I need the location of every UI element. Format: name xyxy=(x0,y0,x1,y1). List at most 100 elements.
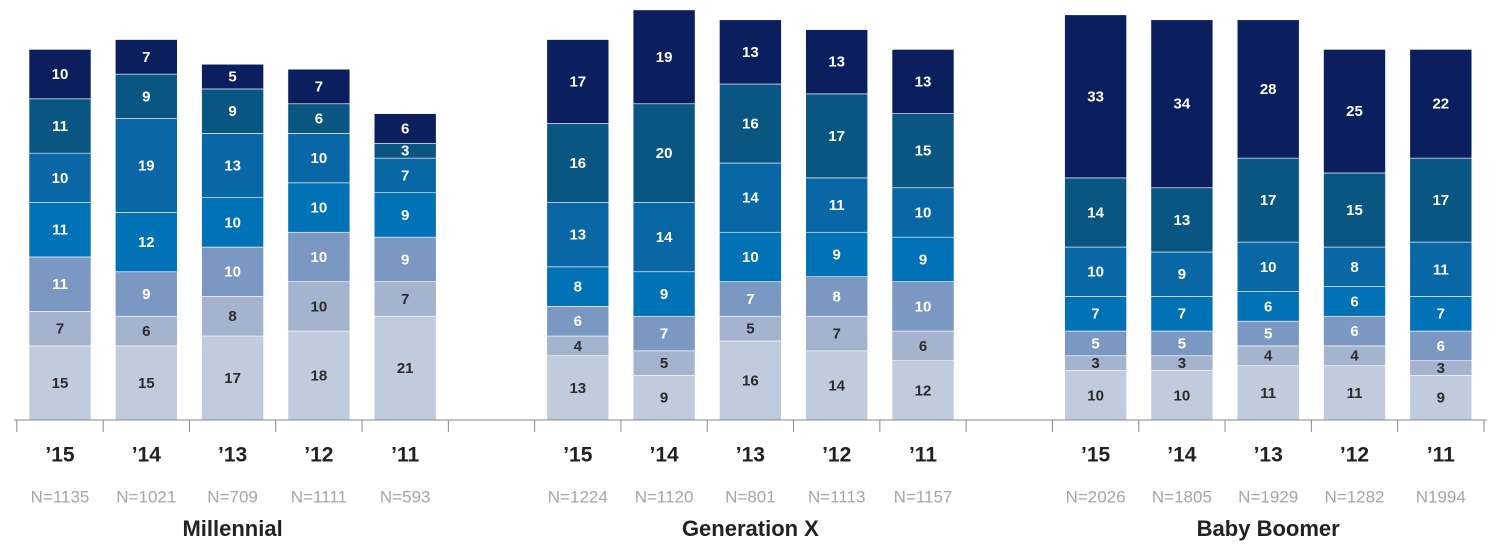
data-label: 6 xyxy=(574,313,582,330)
bar-segment xyxy=(28,152,92,203)
data-label: 13 xyxy=(915,73,932,90)
data-label: 10 xyxy=(52,66,69,83)
data-label: 7 xyxy=(142,49,150,66)
bar-segment xyxy=(1236,320,1300,347)
bar-segment xyxy=(632,271,696,317)
data-label: 14 xyxy=(656,229,673,246)
bar-segment xyxy=(1236,19,1300,159)
data-label: 4 xyxy=(1264,348,1273,365)
data-label: 8 xyxy=(228,308,236,325)
data-label: 33 xyxy=(1087,88,1104,105)
data-label: 19 xyxy=(138,157,155,174)
data-label: 7 xyxy=(833,325,841,342)
data-label: 10 xyxy=(1260,259,1277,276)
bar-segment xyxy=(115,39,178,75)
data-label: 17 xyxy=(1260,192,1277,209)
bar-segment xyxy=(1323,246,1386,287)
bar-segment xyxy=(632,375,696,421)
x-tick-label: ’14 xyxy=(1167,444,1197,467)
data-label: 5 xyxy=(1178,335,1186,352)
data-label: 8 xyxy=(833,288,841,305)
data-label: 7 xyxy=(660,325,668,342)
bar-segment xyxy=(1236,157,1300,243)
data-label: 9 xyxy=(228,103,236,120)
data-label: 7 xyxy=(56,321,64,338)
data-label: 4 xyxy=(1350,348,1359,365)
bar-segment xyxy=(28,310,92,347)
data-label: 9 xyxy=(142,286,150,303)
data-label: 17 xyxy=(828,128,845,145)
data-label: 10 xyxy=(224,214,241,231)
bar-segment xyxy=(719,19,782,85)
bar-segment xyxy=(719,281,782,317)
data-label: 10 xyxy=(1087,387,1104,404)
data-label: 5 xyxy=(660,355,668,372)
x-tick-label: ’11 xyxy=(391,444,419,467)
bar-segment xyxy=(373,113,437,144)
bar-segment xyxy=(201,133,264,198)
data-label: 18 xyxy=(311,367,328,384)
data-label: 11 xyxy=(1260,385,1276,402)
data-label: 9 xyxy=(919,251,927,268)
data-label: 16 xyxy=(742,115,759,132)
bar-segment xyxy=(287,68,351,105)
data-label: 3 xyxy=(1178,355,1186,372)
data-label: 12 xyxy=(138,234,155,251)
data-label: 6 xyxy=(1437,338,1445,355)
bar-segment xyxy=(28,345,92,421)
n-label: N=1282 xyxy=(1324,487,1384,506)
bar-segment xyxy=(373,281,437,317)
data-label: 10 xyxy=(311,199,328,216)
data-label: 11 xyxy=(52,222,68,239)
data-label: 8 xyxy=(1350,259,1358,276)
bar-segment xyxy=(805,231,869,278)
bar-segment xyxy=(1323,286,1386,317)
n-label: N=593 xyxy=(380,487,431,506)
data-label: 17 xyxy=(569,73,586,90)
data-label: 5 xyxy=(746,321,754,338)
n-label: N=1157 xyxy=(894,487,953,506)
data-label: 11 xyxy=(829,197,845,214)
group-label: Generation X xyxy=(682,516,819,541)
data-label: 8 xyxy=(574,279,582,296)
data-label: 13 xyxy=(1174,212,1191,229)
x-tick-label: ’13 xyxy=(218,444,247,467)
data-label: 10 xyxy=(311,249,328,266)
data-label: 14 xyxy=(1087,204,1104,221)
bar-segment xyxy=(1236,365,1300,421)
bar-segment xyxy=(891,281,955,332)
bar-segment xyxy=(805,29,869,95)
bar-segment xyxy=(201,88,264,134)
x-tick-label: ’14 xyxy=(132,444,162,467)
data-label: 9 xyxy=(401,251,409,268)
bar-segment xyxy=(632,9,696,105)
data-label: 13 xyxy=(224,157,241,174)
bar-segment xyxy=(1409,241,1473,297)
bar-segment xyxy=(1323,49,1386,174)
x-tick-label: ’14 xyxy=(649,444,679,467)
data-label: 7 xyxy=(746,291,754,308)
bar-segment xyxy=(115,271,178,317)
bar-segment xyxy=(1409,296,1473,332)
x-tick-label: ’12 xyxy=(304,444,333,467)
group-label: Millennial xyxy=(182,516,282,541)
data-label: 3 xyxy=(401,143,409,160)
n-label: N=1120 xyxy=(635,487,694,506)
n-label: N=1224 xyxy=(548,487,608,506)
bar-segment xyxy=(719,315,782,342)
bar-segment xyxy=(632,315,696,352)
bar-segment xyxy=(28,202,92,258)
bar-segment xyxy=(201,296,264,337)
data-label: 6 xyxy=(1350,293,1358,310)
data-label: 15 xyxy=(52,375,69,392)
data-label: 15 xyxy=(1346,202,1363,219)
n-label: N=1113 xyxy=(808,487,866,506)
bar-segment xyxy=(632,202,696,273)
bar-segment xyxy=(373,157,437,194)
data-label: 13 xyxy=(742,44,759,61)
data-label: 9 xyxy=(660,286,668,303)
n-label: N=709 xyxy=(207,487,258,506)
n-label: N=2026 xyxy=(1066,487,1126,506)
n-label: N=1929 xyxy=(1238,487,1298,506)
data-label: 17 xyxy=(224,370,241,387)
